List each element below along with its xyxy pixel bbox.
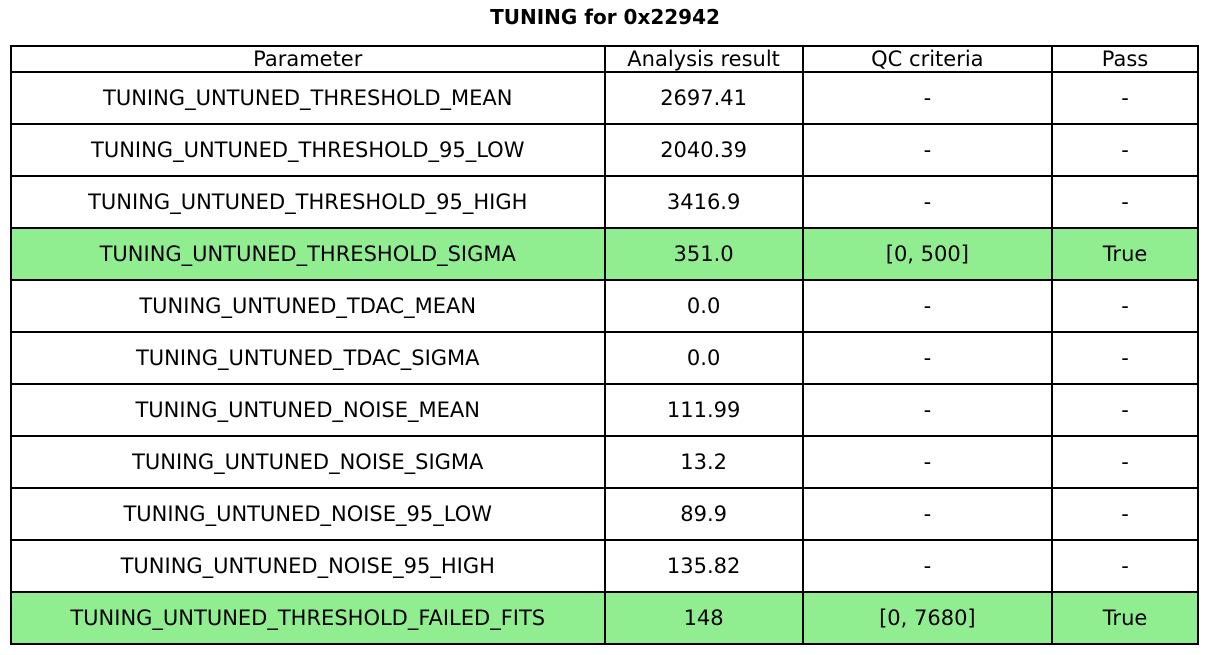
figure-title: TUNING for 0x22942 [490, 5, 720, 29]
cell-qc-criteria: - [801, 487, 1053, 541]
column-header-pass: Pass [1050, 45, 1200, 73]
cell-pass: - [1050, 331, 1200, 385]
qc-results-table: Parameter Analysis result QC criteria Pass … [10, 45, 1200, 645]
cell-pass: - [1050, 487, 1200, 541]
column-header-parameter: Parameter [10, 45, 606, 73]
cell-parameter: TUNING_UNTUNED_NOISE_SIGMA [10, 435, 606, 489]
cell-parameter: TUNING_UNTUNED_NOISE_95_LOW [10, 487, 606, 541]
cell-analysis-result: 135.82 [603, 539, 804, 593]
table-row: TUNING_UNTUNED_NOISE_95_HIGH 135.82- - [10, 539, 1200, 593]
cell-pass: True [1050, 591, 1200, 645]
cell-parameter: TUNING_UNTUNED_TDAC_MEAN [10, 279, 606, 333]
cell-parameter: TUNING_UNTUNED_THRESHOLD_95_LOW [10, 123, 606, 177]
cell-analysis-result: 351.0 [603, 227, 804, 281]
cell-parameter: TUNING_UNTUNED_NOISE_MEAN [10, 383, 606, 437]
table-row: TUNING_UNTUNED_NOISE_95_LOW 89.9- - [10, 487, 1200, 541]
cell-parameter: TUNING_UNTUNED_THRESHOLD_FAILED_FITS [10, 591, 606, 645]
cell-analysis-result: 13.2 [603, 435, 804, 489]
cell-pass: True [1050, 227, 1200, 281]
cell-analysis-result: 3416.9 [603, 175, 804, 229]
cell-pass: - [1050, 279, 1200, 333]
cell-qc-criteria: - [801, 279, 1053, 333]
cell-pass: - [1050, 435, 1200, 489]
cell-analysis-result: 148 [603, 591, 804, 645]
table-row: TUNING_UNTUNED_THRESHOLD_SIGMA 351.0 [0, 5… [10, 227, 1200, 281]
cell-parameter: TUNING_UNTUNED_THRESHOLD_95_HIGH [10, 175, 606, 229]
cell-qc-criteria: - [801, 331, 1053, 385]
cell-analysis-result: 2040.39 [603, 123, 804, 177]
cell-qc-criteria: - [801, 383, 1053, 437]
header-row: Parameter Analysis result QC criteria Pass [10, 45, 1200, 73]
table-row: TUNING_UNTUNED_NOISE_MEAN 111.99- - [10, 383, 1200, 437]
cell-pass: - [1050, 383, 1200, 437]
cell-pass: - [1050, 539, 1200, 593]
cell-qc-criteria: - [801, 123, 1053, 177]
cell-parameter: TUNING_UNTUNED_NOISE_95_HIGH [10, 539, 606, 593]
cell-analysis-result: 0.0 [603, 331, 804, 385]
cell-qc-criteria: - [801, 539, 1053, 593]
cell-parameter: TUNING_UNTUNED_THRESHOLD_MEAN [10, 71, 606, 125]
table-row: TUNING_UNTUNED_THRESHOLD_95_LOW 2040.39- - [10, 123, 1200, 177]
cell-analysis-result: 2697.41 [603, 71, 804, 125]
table-row: TUNING_UNTUNED_THRESHOLD_95_HIGH 3416.9- - [10, 175, 1200, 229]
cell-pass: - [1050, 123, 1200, 177]
cell-qc-criteria: - [801, 71, 1053, 125]
cell-parameter: TUNING_UNTUNED_THRESHOLD_SIGMA [10, 227, 606, 281]
column-header-analysis-result: Analysis result [603, 45, 804, 73]
table-row: TUNING_UNTUNED_THRESHOLD_FAILED_FITS 148[… [10, 591, 1200, 645]
table-row: TUNING_UNTUNED_TDAC_SIGMA 0.0- - [10, 331, 1200, 385]
cell-pass: - [1050, 71, 1200, 125]
cell-qc-criteria: [0, 500] [801, 227, 1053, 281]
cell-qc-criteria: [0, 7680] [801, 591, 1053, 645]
cell-qc-criteria: - [801, 435, 1053, 489]
cell-pass: - [1050, 175, 1200, 229]
cell-analysis-result: 111.99 [603, 383, 804, 437]
column-header-qc-criteria: QC criteria [801, 45, 1053, 73]
table-row: TUNING_UNTUNED_THRESHOLD_MEAN 2697.41- - [10, 71, 1200, 125]
table-row: TUNING_UNTUNED_NOISE_SIGMA 13.2- - [10, 435, 1200, 489]
cell-parameter: TUNING_UNTUNED_TDAC_SIGMA [10, 331, 606, 385]
cell-qc-criteria: - [801, 175, 1053, 229]
table-body: TUNING_UNTUNED_THRESHOLD_MEAN 2697.41- - TU… [10, 71, 1200, 645]
cell-analysis-result: 0.0 [603, 279, 804, 333]
cell-analysis-result: 89.9 [603, 487, 804, 541]
table-row: TUNING_UNTUNED_TDAC_MEAN 0.0- - [10, 279, 1200, 333]
